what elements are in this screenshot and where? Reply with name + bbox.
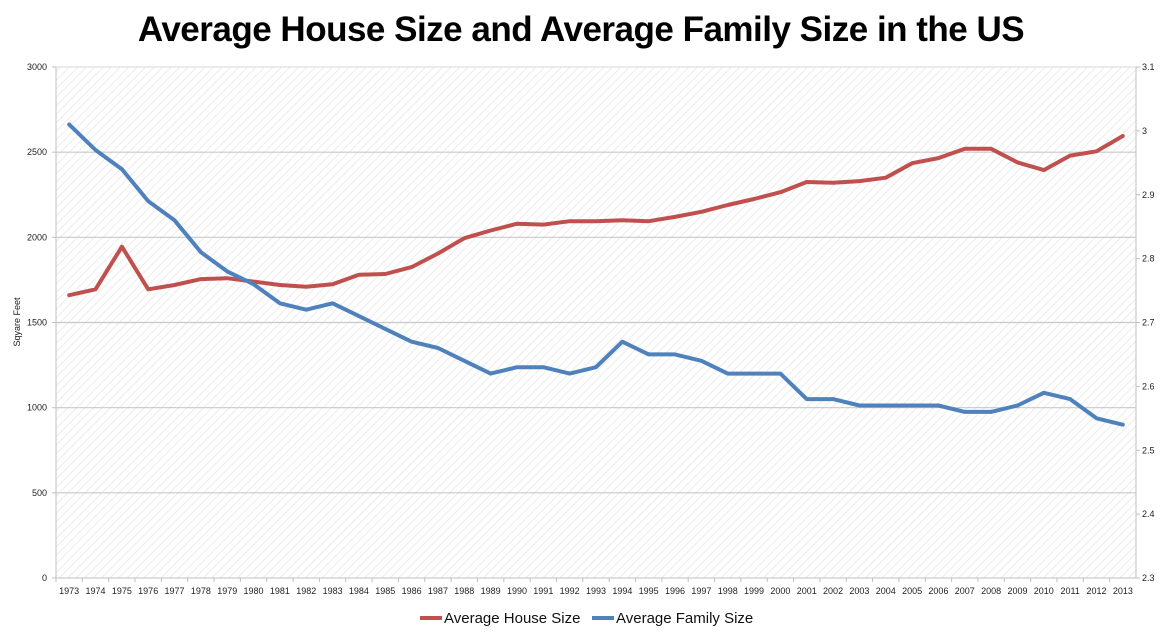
x-tick-label: 1975 xyxy=(112,586,132,596)
x-tick-label: 1993 xyxy=(586,586,606,596)
x-tick-label: 1974 xyxy=(85,586,105,596)
right-tick-label: 2.5 xyxy=(1142,445,1155,455)
x-tick-label: 1979 xyxy=(217,586,237,596)
left-tick-label: 1500 xyxy=(27,318,47,328)
x-tick-label: 2006 xyxy=(928,586,948,596)
x-tick-label: 2010 xyxy=(1034,586,1054,596)
right-tick-label: 2.6 xyxy=(1142,381,1155,391)
x-tick-label: 1994 xyxy=(612,586,632,596)
legend: Average House Size Average Family Size xyxy=(420,610,753,627)
x-tick-label: 1996 xyxy=(665,586,685,596)
x-tick-label: 2002 xyxy=(823,586,843,596)
x-tick-label: 1986 xyxy=(402,586,422,596)
x-tick-label: 1987 xyxy=(428,586,448,596)
x-tick-label: 2011 xyxy=(1060,586,1079,596)
right-tick-label: 3 xyxy=(1142,126,1147,136)
x-tick-label: 1980 xyxy=(244,586,264,596)
right-tick-label: 2.9 xyxy=(1142,190,1155,200)
x-tick-label: 2009 xyxy=(1007,586,1027,596)
x-tick-label: 2013 xyxy=(1113,586,1133,596)
x-tick-label: 1977 xyxy=(165,586,185,596)
x-tick-label: 1992 xyxy=(560,586,580,596)
series-lines xyxy=(67,122,1125,427)
left-tick-label: 2500 xyxy=(27,147,47,157)
left-axis-ticks: 0 500 1000 1500 2000 2500 3000 xyxy=(27,62,56,583)
x-tick-label: 1999 xyxy=(744,586,764,596)
x-tick-label: 1989 xyxy=(481,586,501,596)
left-tick-label: 2000 xyxy=(27,232,47,242)
x-tick-label: 1982 xyxy=(296,586,316,596)
chart-title: Average House Size and Average Family Si… xyxy=(137,10,1025,49)
x-tick-label: 1983 xyxy=(323,586,343,596)
right-axis-ticks: 2.3 2.4 2.5 2.6 2.7 2.8 2.9 3 3.1 xyxy=(1136,62,1155,583)
left-tick-label: 3000 xyxy=(27,62,47,72)
right-tick-label: 2.4 xyxy=(1142,509,1155,519)
left-tick-label: 500 xyxy=(32,488,47,498)
x-tick-label: 1995 xyxy=(639,586,659,596)
right-tick-label: 2.7 xyxy=(1142,318,1155,328)
x-tick-label: 2012 xyxy=(1086,586,1106,596)
x-tick-label: 1990 xyxy=(507,586,527,596)
x-tick-label: 1988 xyxy=(454,586,474,596)
x-tick-label: 2008 xyxy=(981,586,1001,596)
x-tick-label: 1978 xyxy=(191,586,211,596)
average-family-size-legend-label: Average Family Size xyxy=(616,610,753,627)
x-tick-label: 1976 xyxy=(138,586,158,596)
left-tick-label: 0 xyxy=(42,573,47,583)
x-tick-label: 2001 xyxy=(797,586,817,596)
right-tick-label: 2.3 xyxy=(1142,573,1155,583)
x-tick-label: 2007 xyxy=(955,586,975,596)
right-tick-label: 3.1 xyxy=(1142,62,1155,72)
x-tick-label: 1997 xyxy=(691,586,711,596)
x-tick-label: 2005 xyxy=(902,586,922,596)
x-tick-label: 2004 xyxy=(876,586,896,596)
x-tick-label: 1973 xyxy=(59,586,79,596)
x-tick-label: 1985 xyxy=(375,586,395,596)
average-house-size-legend-label: Average House Size xyxy=(444,610,580,627)
x-tick-label: 1984 xyxy=(349,586,369,596)
y-axis-title: Sqyare Feet xyxy=(12,297,22,347)
x-tick-label: 1981 xyxy=(270,586,290,596)
x-tick-label: 1991 xyxy=(533,586,553,596)
right-tick-label: 2.8 xyxy=(1142,254,1155,264)
x-tick-label: 2003 xyxy=(849,586,869,596)
x-tick-label: 2000 xyxy=(770,586,790,596)
x-axis-ticks: 1973 1974 1975 1976 1977 1978 1979 1980 1981 1982… xyxy=(55,578,1133,596)
average-family-size-line xyxy=(67,122,1125,427)
x-tick-label: 1998 xyxy=(718,586,738,596)
left-tick-label: 1000 xyxy=(27,403,47,413)
